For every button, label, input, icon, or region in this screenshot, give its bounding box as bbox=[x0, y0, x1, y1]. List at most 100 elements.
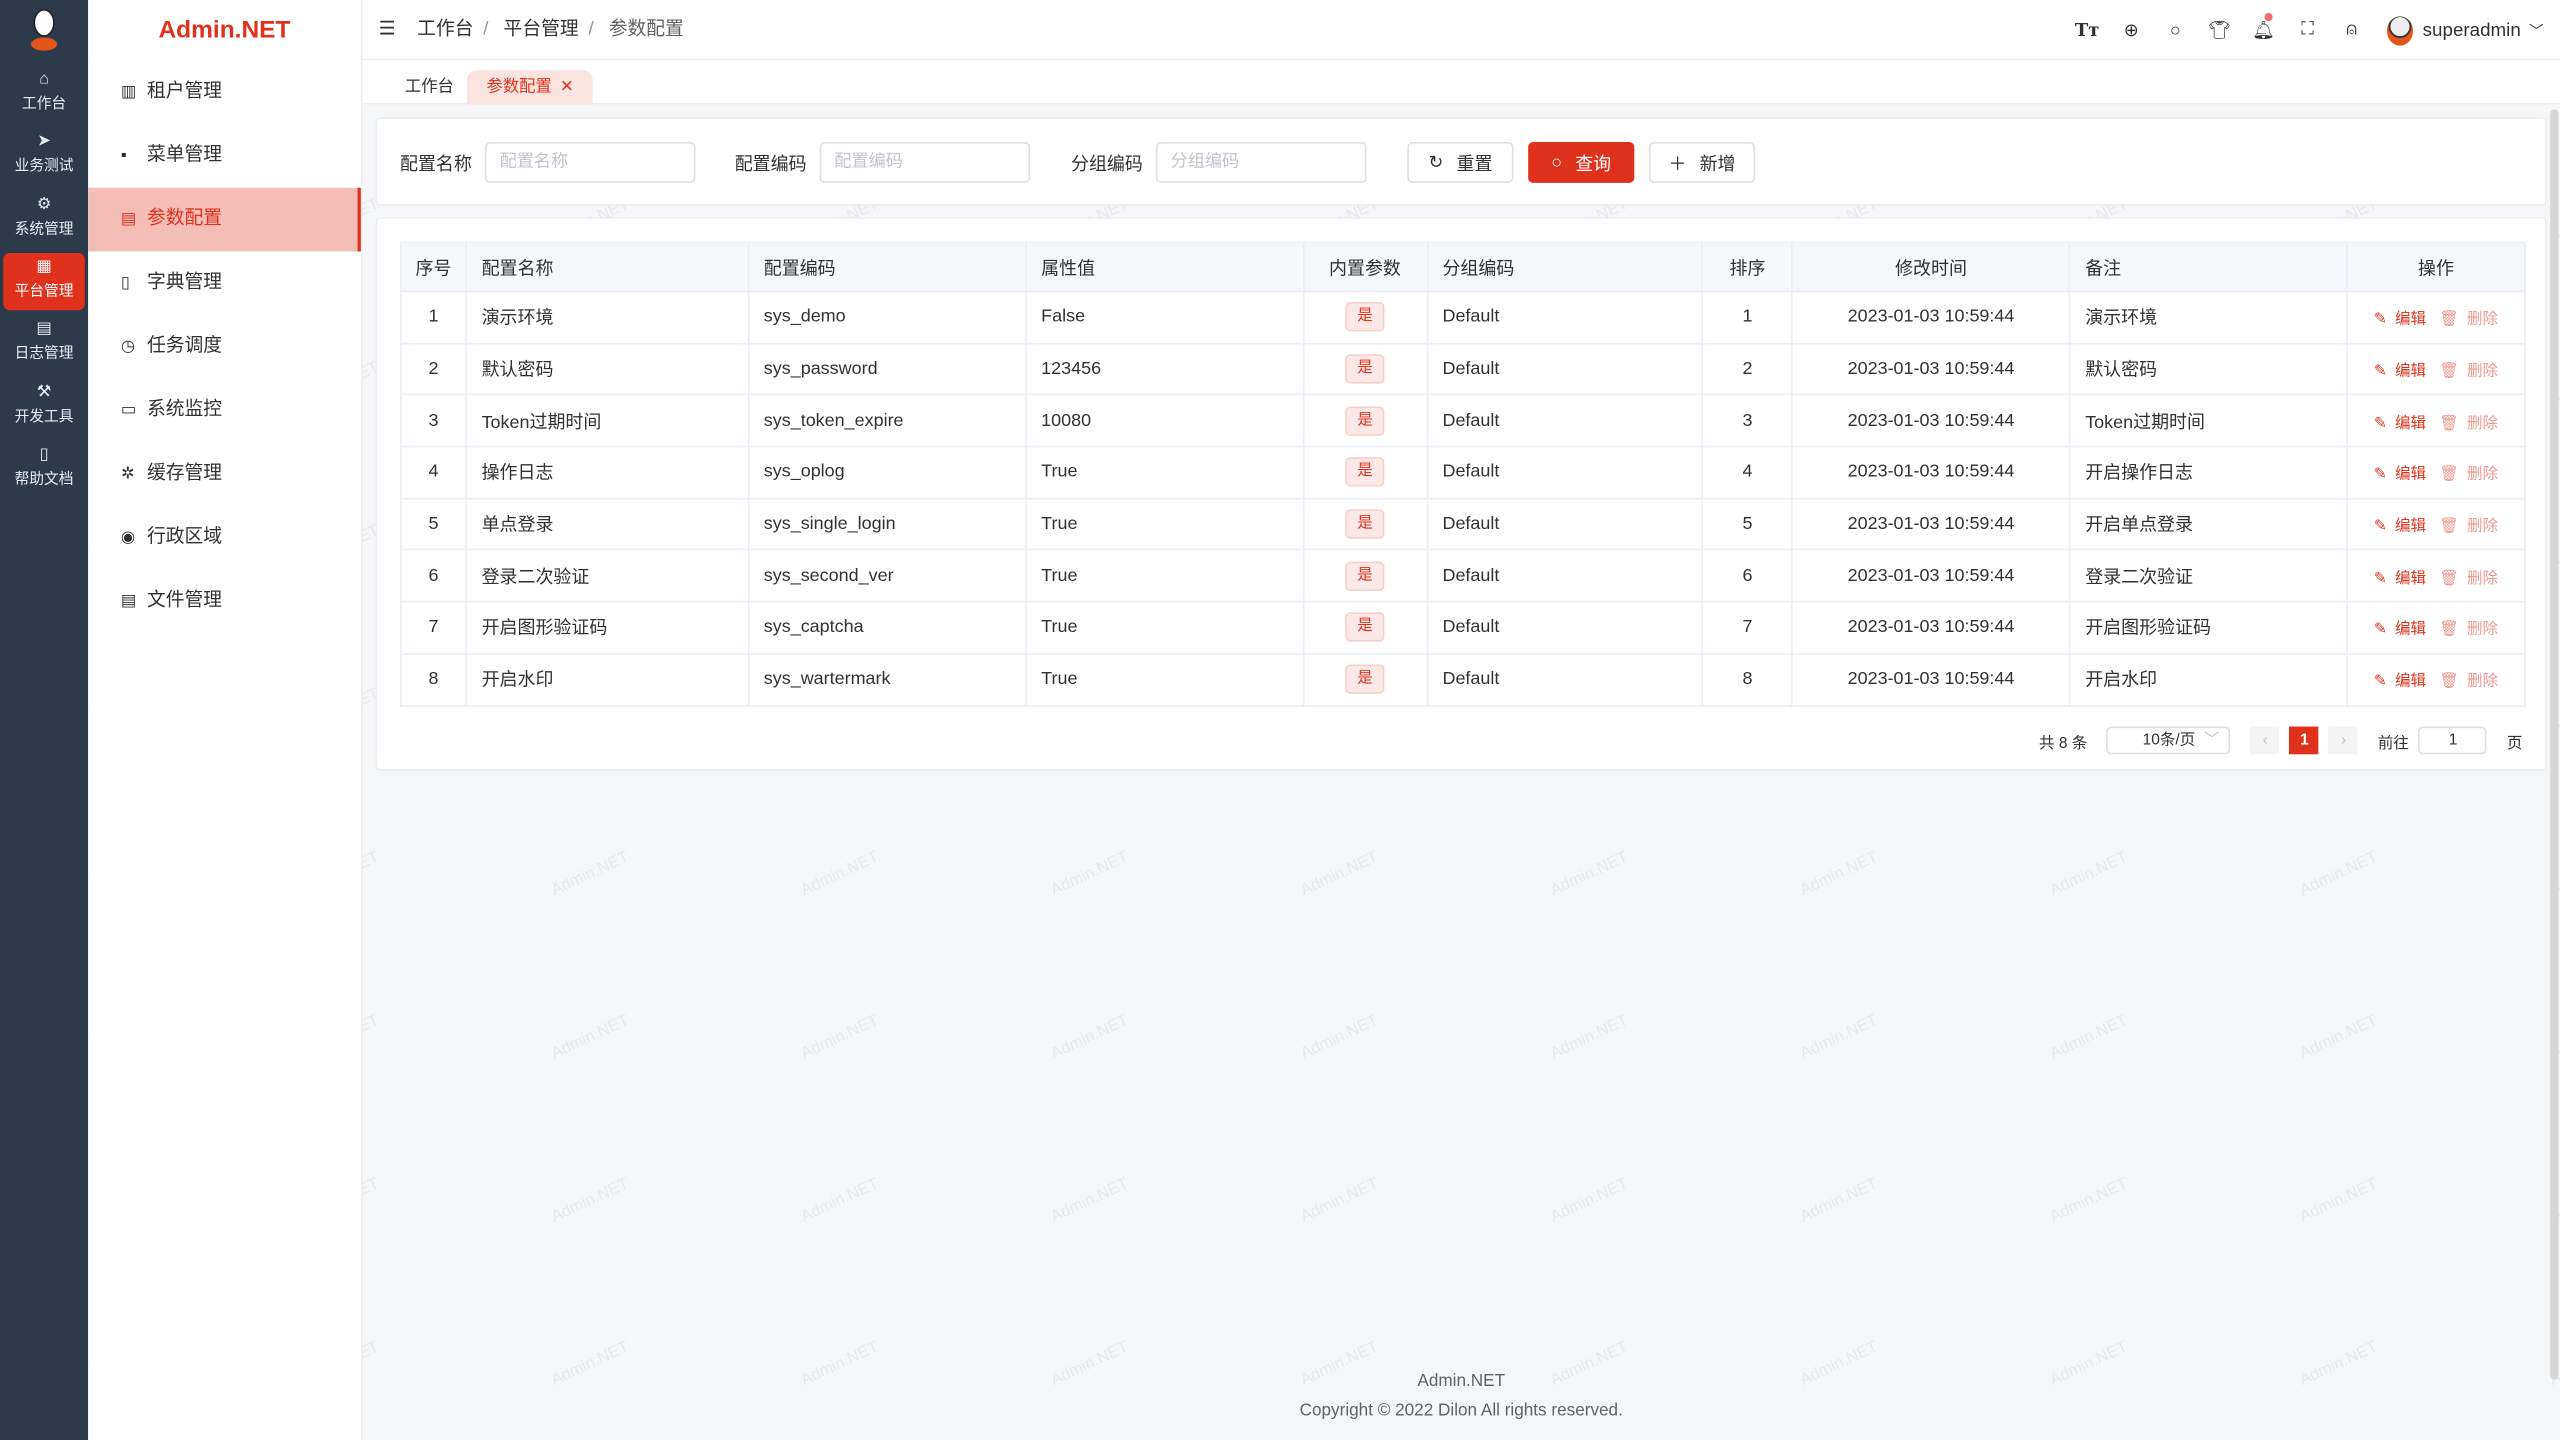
table-cell: 2023-01-03 10:59:44 bbox=[1791, 445, 2071, 500]
page-1[interactable]: 1 bbox=[2289, 726, 2320, 755]
edit-icon: ✎ bbox=[2373, 414, 2387, 433]
rail-item-label: 系统管理 bbox=[14, 219, 74, 237]
add-label: 新增 bbox=[1699, 154, 1736, 174]
next-page-button[interactable]: › bbox=[2328, 726, 2359, 755]
rail-item[interactable]: ⚒ 开发工具 bbox=[3, 378, 85, 435]
scrollbar[interactable] bbox=[2550, 109, 2559, 1380]
edit-button[interactable]: ✎ 编辑 bbox=[2374, 518, 2426, 536]
breadcrumb-item[interactable]: 平台管理 bbox=[503, 19, 579, 40]
delete-button[interactable]: 🗑︎ 删除 bbox=[2439, 518, 2498, 536]
sidebar-item[interactable]: ▭ 系统监控 bbox=[88, 379, 361, 443]
delete-label: 删除 bbox=[2466, 569, 2499, 588]
config-name-input[interactable]: 配置名称 bbox=[484, 142, 696, 183]
delete-button[interactable]: 🗑︎ 删除 bbox=[2439, 362, 2498, 380]
language-icon[interactable]: ⊕ bbox=[2123, 21, 2139, 41]
config-table: 序号 配置名称 配置编码 属性值 内置参数 分组编码 排序 修改时间 备注 操作 1 演示环境 sys… bbox=[399, 241, 2526, 707]
sidebar-item-label: 任务调度 bbox=[146, 336, 223, 356]
table-cell: sys_token_expire bbox=[747, 394, 1027, 448]
table-cell: 开启单点登录 bbox=[2068, 497, 2348, 551]
rail-item[interactable]: ▦ 平台管理 bbox=[3, 252, 85, 311]
watermark: Admin.NET bbox=[2297, 1175, 2381, 1227]
table-cell: Default bbox=[1426, 290, 1704, 344]
delete-label: 删除 bbox=[2466, 465, 2499, 484]
breadcrumb: ☰ 工作台 / 平台管理 / 参数配置 bbox=[378, 19, 684, 40]
edit-button[interactable]: ✎ 编辑 bbox=[2374, 311, 2426, 329]
search-icon[interactable]: ○ bbox=[2169, 20, 2181, 40]
edit-label: 编辑 bbox=[2395, 414, 2427, 433]
user-menu[interactable]: superadmin ﹀ bbox=[2386, 15, 2544, 45]
menu-icon: ◉ bbox=[120, 528, 136, 547]
rail-item-label: 平台管理 bbox=[14, 282, 74, 299]
table-cell: Default bbox=[1426, 549, 1704, 603]
sidebar-item[interactable]: ▥ 租户管理 bbox=[88, 60, 361, 124]
delete-button[interactable]: 🗑︎ 删除 bbox=[2439, 311, 2498, 329]
table-cell: Default bbox=[1426, 342, 1704, 396]
bell-icon[interactable]: 🔔︎ bbox=[2241, 13, 2285, 41]
sidebar-item[interactable]: ▪ 菜单管理 bbox=[88, 124, 361, 188]
table-cell: 登录二次验证 bbox=[2068, 549, 2348, 603]
edit-button[interactable]: ✎ 编辑 bbox=[2374, 621, 2426, 639]
delete-button[interactable]: 🗑︎ 删除 bbox=[2439, 569, 2498, 587]
sidebar-item[interactable]: ◷ 任务调度 bbox=[88, 315, 361, 379]
group-code-input[interactable]: 分组编码 bbox=[1155, 142, 1367, 183]
edit-button[interactable]: ✎ 编辑 bbox=[2374, 362, 2426, 380]
add-button[interactable]: ＋ 新增 bbox=[1648, 142, 1756, 183]
table-cell: 8 bbox=[1701, 652, 1794, 707]
prev-page-button[interactable]: ‹ bbox=[2250, 726, 2280, 755]
table-cell: Default bbox=[1426, 497, 1704, 551]
table-cell: 4 bbox=[1701, 445, 1794, 500]
edit-button[interactable]: ✎ 编辑 bbox=[2374, 569, 2426, 587]
rail-item[interactable]: ⌂ 工作台 bbox=[3, 65, 85, 122]
rail-item[interactable]: ➤ 业务测试 bbox=[3, 128, 85, 185]
page-size-select[interactable]: 10条/页 ﹀ bbox=[2106, 726, 2231, 755]
rail-item[interactable]: ▯ 帮助文档 bbox=[3, 440, 85, 497]
close-icon[interactable]: ✕ bbox=[559, 78, 574, 97]
delete-label: 删除 bbox=[2466, 621, 2499, 640]
sidebar-item[interactable]: ▤ 文件管理 bbox=[88, 570, 361, 634]
delete-button[interactable]: 🗑︎ 删除 bbox=[2439, 621, 2498, 639]
reset-button[interactable]: ↻ 重置 bbox=[1407, 142, 1514, 183]
reset-label: 重置 bbox=[1456, 154, 1493, 174]
table-cell: 开启水印 bbox=[465, 652, 750, 707]
delete-button[interactable]: 🗑︎ 删除 bbox=[2439, 414, 2498, 432]
table-cell: 是 bbox=[1302, 342, 1428, 396]
sidebar-item[interactable]: ▤ 参数配置 bbox=[88, 187, 361, 252]
actions-cell: ✎ 编辑 🗑︎ 删除 bbox=[2346, 601, 2526, 655]
home-icon: ⌂ bbox=[39, 70, 50, 89]
tab-config[interactable]: 参数配置 ✕ bbox=[466, 70, 594, 105]
sidebar-item[interactable]: ✲ 缓存管理 bbox=[88, 442, 361, 506]
edit-button[interactable]: ✎ 编辑 bbox=[2374, 466, 2426, 484]
theme-shirt-icon[interactable]: 👕︎ bbox=[2208, 21, 2231, 41]
sidebar-item-label: 字典管理 bbox=[146, 272, 223, 293]
query-button[interactable]: ○ 查询 bbox=[1528, 142, 1635, 183]
table-cell: True bbox=[1024, 497, 1304, 551]
rail-item[interactable]: ⚙ 系统管理 bbox=[3, 190, 85, 247]
delete-button[interactable]: 🗑︎ 删除 bbox=[2439, 466, 2498, 484]
column-header: 内置参数 bbox=[1302, 241, 1428, 293]
builtin-tag: 是 bbox=[1345, 561, 1385, 591]
sidebar: Admin.NET ▥ 租户管理 ▪ 菜单管理 ▤ 参数配置 ▯ 字典管理 ◷ 任务调度 ▭ 系统监控… bbox=[88, 0, 363, 1440]
watermark: Admin.NET bbox=[2297, 848, 2381, 901]
table-cell: 登录二次验证 bbox=[465, 549, 750, 603]
edit-button[interactable]: ✎ 编辑 bbox=[2374, 414, 2426, 432]
fullscreen-icon[interactable]: ⛶ bbox=[2301, 19, 2314, 40]
chevron-down-icon: ﹀ bbox=[2528, 22, 2544, 40]
sidebar-item[interactable]: ▯ 字典管理 bbox=[88, 251, 361, 315]
edit-button[interactable]: ✎ 编辑 bbox=[2374, 673, 2426, 691]
user-icon[interactable]: ⍝ bbox=[2346, 19, 2358, 40]
delete-button[interactable]: 🗑︎ 删除 bbox=[2439, 673, 2498, 691]
menu-icon: ◷ bbox=[120, 337, 136, 356]
table-cell: 演示环境 bbox=[2068, 290, 2348, 344]
menu-toggle-icon[interactable]: ☰ bbox=[378, 19, 396, 40]
config-code-input[interactable]: 配置编码 bbox=[819, 142, 1031, 183]
goto-page-input[interactable]: 1 bbox=[2418, 726, 2488, 755]
table-cell: 是 bbox=[1302, 445, 1428, 500]
tab-dashboard[interactable]: 工作台 bbox=[404, 78, 454, 97]
sidebar-item[interactable]: ◉ 行政区域 bbox=[88, 506, 361, 570]
table-cell: 3 bbox=[399, 394, 467, 448]
font-size-icon[interactable]: Tт bbox=[2074, 19, 2100, 41]
goto-label: 前往 bbox=[2377, 733, 2409, 752]
rail-item[interactable]: ▤ 日志管理 bbox=[3, 315, 85, 372]
table-cell: 开启操作日志 bbox=[2068, 445, 2348, 500]
breadcrumb-item[interactable]: 工作台 bbox=[417, 19, 474, 40]
